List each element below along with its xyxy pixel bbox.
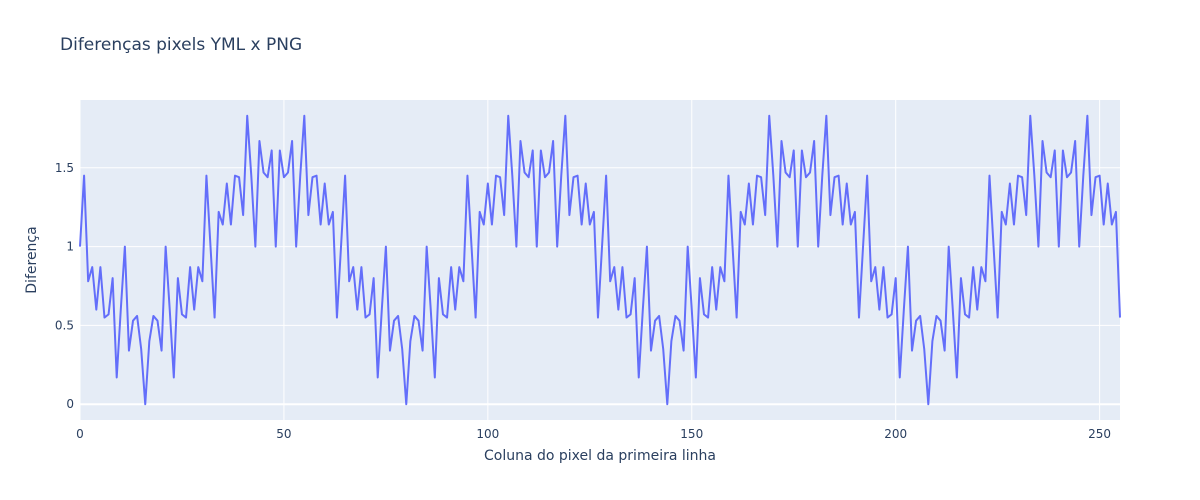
y-tick-label: 1 — [66, 240, 74, 254]
x-tick-label: 250 — [1088, 427, 1111, 441]
x-tick-label: 50 — [276, 427, 291, 441]
x-tick-label: 200 — [884, 427, 907, 441]
x-tick-label: 150 — [680, 427, 703, 441]
chart-title: Diferenças pixels YML x PNG — [60, 35, 302, 55]
x-axis-title: Coluna do pixel da primeira linha — [484, 448, 716, 464]
x-tick-label: 100 — [476, 427, 499, 441]
y-tick-label: 0 — [66, 397, 74, 411]
y-tick-label: 1.5 — [55, 161, 74, 175]
tick-layer: 0 50 100 150 200 250 0 0.5 1 1.5 — [55, 161, 1111, 441]
grid-layer — [79, 100, 1120, 420]
y-axis-title: Diferença — [24, 226, 40, 293]
y-tick-label: 0.5 — [55, 318, 74, 332]
x-tick-label: 0 — [76, 427, 84, 441]
series-line — [79, 114, 1121, 406]
series-layer — [79, 114, 1121, 406]
plot-area — [80, 100, 1120, 420]
